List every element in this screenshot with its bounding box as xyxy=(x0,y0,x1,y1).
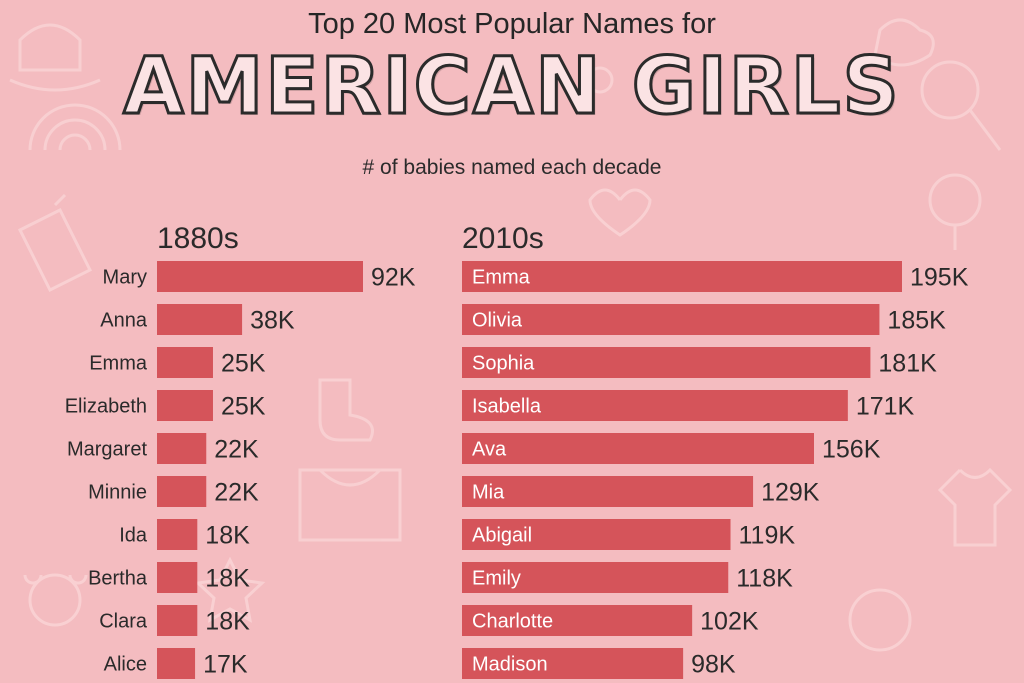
category-label: Bertha xyxy=(88,568,148,590)
bar-mia xyxy=(462,476,754,507)
category-label: Sophia xyxy=(472,353,535,375)
bar-madison xyxy=(462,648,684,679)
bar-charlotte xyxy=(462,605,693,636)
bar-anna xyxy=(157,304,243,335)
category-label: Clara xyxy=(99,611,148,633)
value-label: 18K xyxy=(205,522,250,550)
bar-ida xyxy=(157,519,198,550)
panel-1880s: 1880s Mary 92K Anna 38K Emma 25K Elizabeth 25K Ma… xyxy=(65,222,416,679)
value-label: 195K xyxy=(910,264,969,292)
heart-icon xyxy=(588,188,652,237)
value-label: 129K xyxy=(761,479,820,507)
bar-bertha xyxy=(157,562,198,593)
value-label: 25K xyxy=(221,393,266,421)
bar-margaret xyxy=(157,433,207,464)
value-label: 102K xyxy=(700,608,759,636)
category-label: Olivia xyxy=(472,310,523,332)
value-label: 22K xyxy=(214,479,259,507)
title-top: Top 20 Most Popular Names for xyxy=(308,8,716,40)
value-label: 18K xyxy=(205,565,250,593)
star-icon xyxy=(194,556,266,623)
category-label: Alice xyxy=(104,654,147,676)
category-label: Anna xyxy=(100,310,148,332)
category-label: Margaret xyxy=(67,439,147,461)
duck-icon xyxy=(873,18,935,67)
category-label: Isabella xyxy=(472,396,542,418)
value-label: 98K xyxy=(691,651,736,679)
bottle-icon xyxy=(17,193,93,293)
subtitle: # of babies named each decade xyxy=(362,156,662,179)
category-label: Ida xyxy=(119,525,148,547)
onesie-icon xyxy=(937,467,1013,547)
bar-olivia xyxy=(462,304,880,335)
value-label: 181K xyxy=(878,350,937,378)
teddy-icon xyxy=(23,573,88,627)
rattle-handle-icon xyxy=(968,109,1002,151)
rattle-icon xyxy=(920,60,980,120)
ball-icon xyxy=(848,588,912,652)
value-label: 119K xyxy=(739,522,796,550)
category-label: Ava xyxy=(472,439,507,461)
value-label: 17K xyxy=(203,651,248,679)
value-label: 92K xyxy=(371,264,416,292)
bar-sophia xyxy=(462,347,871,378)
panel-title: 1880s xyxy=(157,222,239,255)
category-label: Abigail xyxy=(472,525,532,547)
bar-emma xyxy=(157,347,213,378)
bib-icon xyxy=(298,468,402,542)
panel-title: 2010s xyxy=(462,222,544,255)
value-label: 25K xyxy=(221,350,266,378)
bar-abigail xyxy=(462,519,731,550)
value-label: 156K xyxy=(822,436,881,464)
bar-isabella xyxy=(462,390,848,421)
category-label: Minnie xyxy=(88,482,147,504)
value-label: 171K xyxy=(856,393,915,421)
bar-emily xyxy=(462,562,729,593)
category-label: Emma xyxy=(472,267,531,289)
bar-elizabeth xyxy=(157,390,213,421)
bar-ava xyxy=(462,433,814,464)
category-label: Elizabeth xyxy=(65,396,147,418)
rocking-horse-icon xyxy=(9,23,101,92)
bar-mary xyxy=(157,261,363,292)
category-label: Charlotte xyxy=(472,611,553,633)
category-label: Mia xyxy=(472,482,505,504)
value-label: 38K xyxy=(250,307,295,335)
value-label: 118K xyxy=(736,565,793,593)
value-label: 22K xyxy=(214,436,259,464)
category-label: Madison xyxy=(472,654,548,676)
category-label: Emma xyxy=(89,353,148,375)
panel-2010s: 2010s Emma 195K Olivia 185K Sophia 181K Isabell… xyxy=(462,222,969,679)
category-label: Mary xyxy=(103,267,147,289)
flower-icon xyxy=(586,66,614,94)
title-main: AMERICAN GIRLS xyxy=(122,41,901,134)
bar-clara xyxy=(157,605,198,636)
category-label: Emily xyxy=(472,568,521,590)
rainbow-icon xyxy=(28,103,122,151)
sock-icon xyxy=(318,378,374,442)
value-label: 18K xyxy=(205,608,250,636)
bar-minnie xyxy=(157,476,207,507)
bar-emma xyxy=(462,261,902,292)
bar-alice xyxy=(157,648,196,679)
value-label: 185K xyxy=(887,307,946,335)
pacifier-icon xyxy=(928,173,982,250)
